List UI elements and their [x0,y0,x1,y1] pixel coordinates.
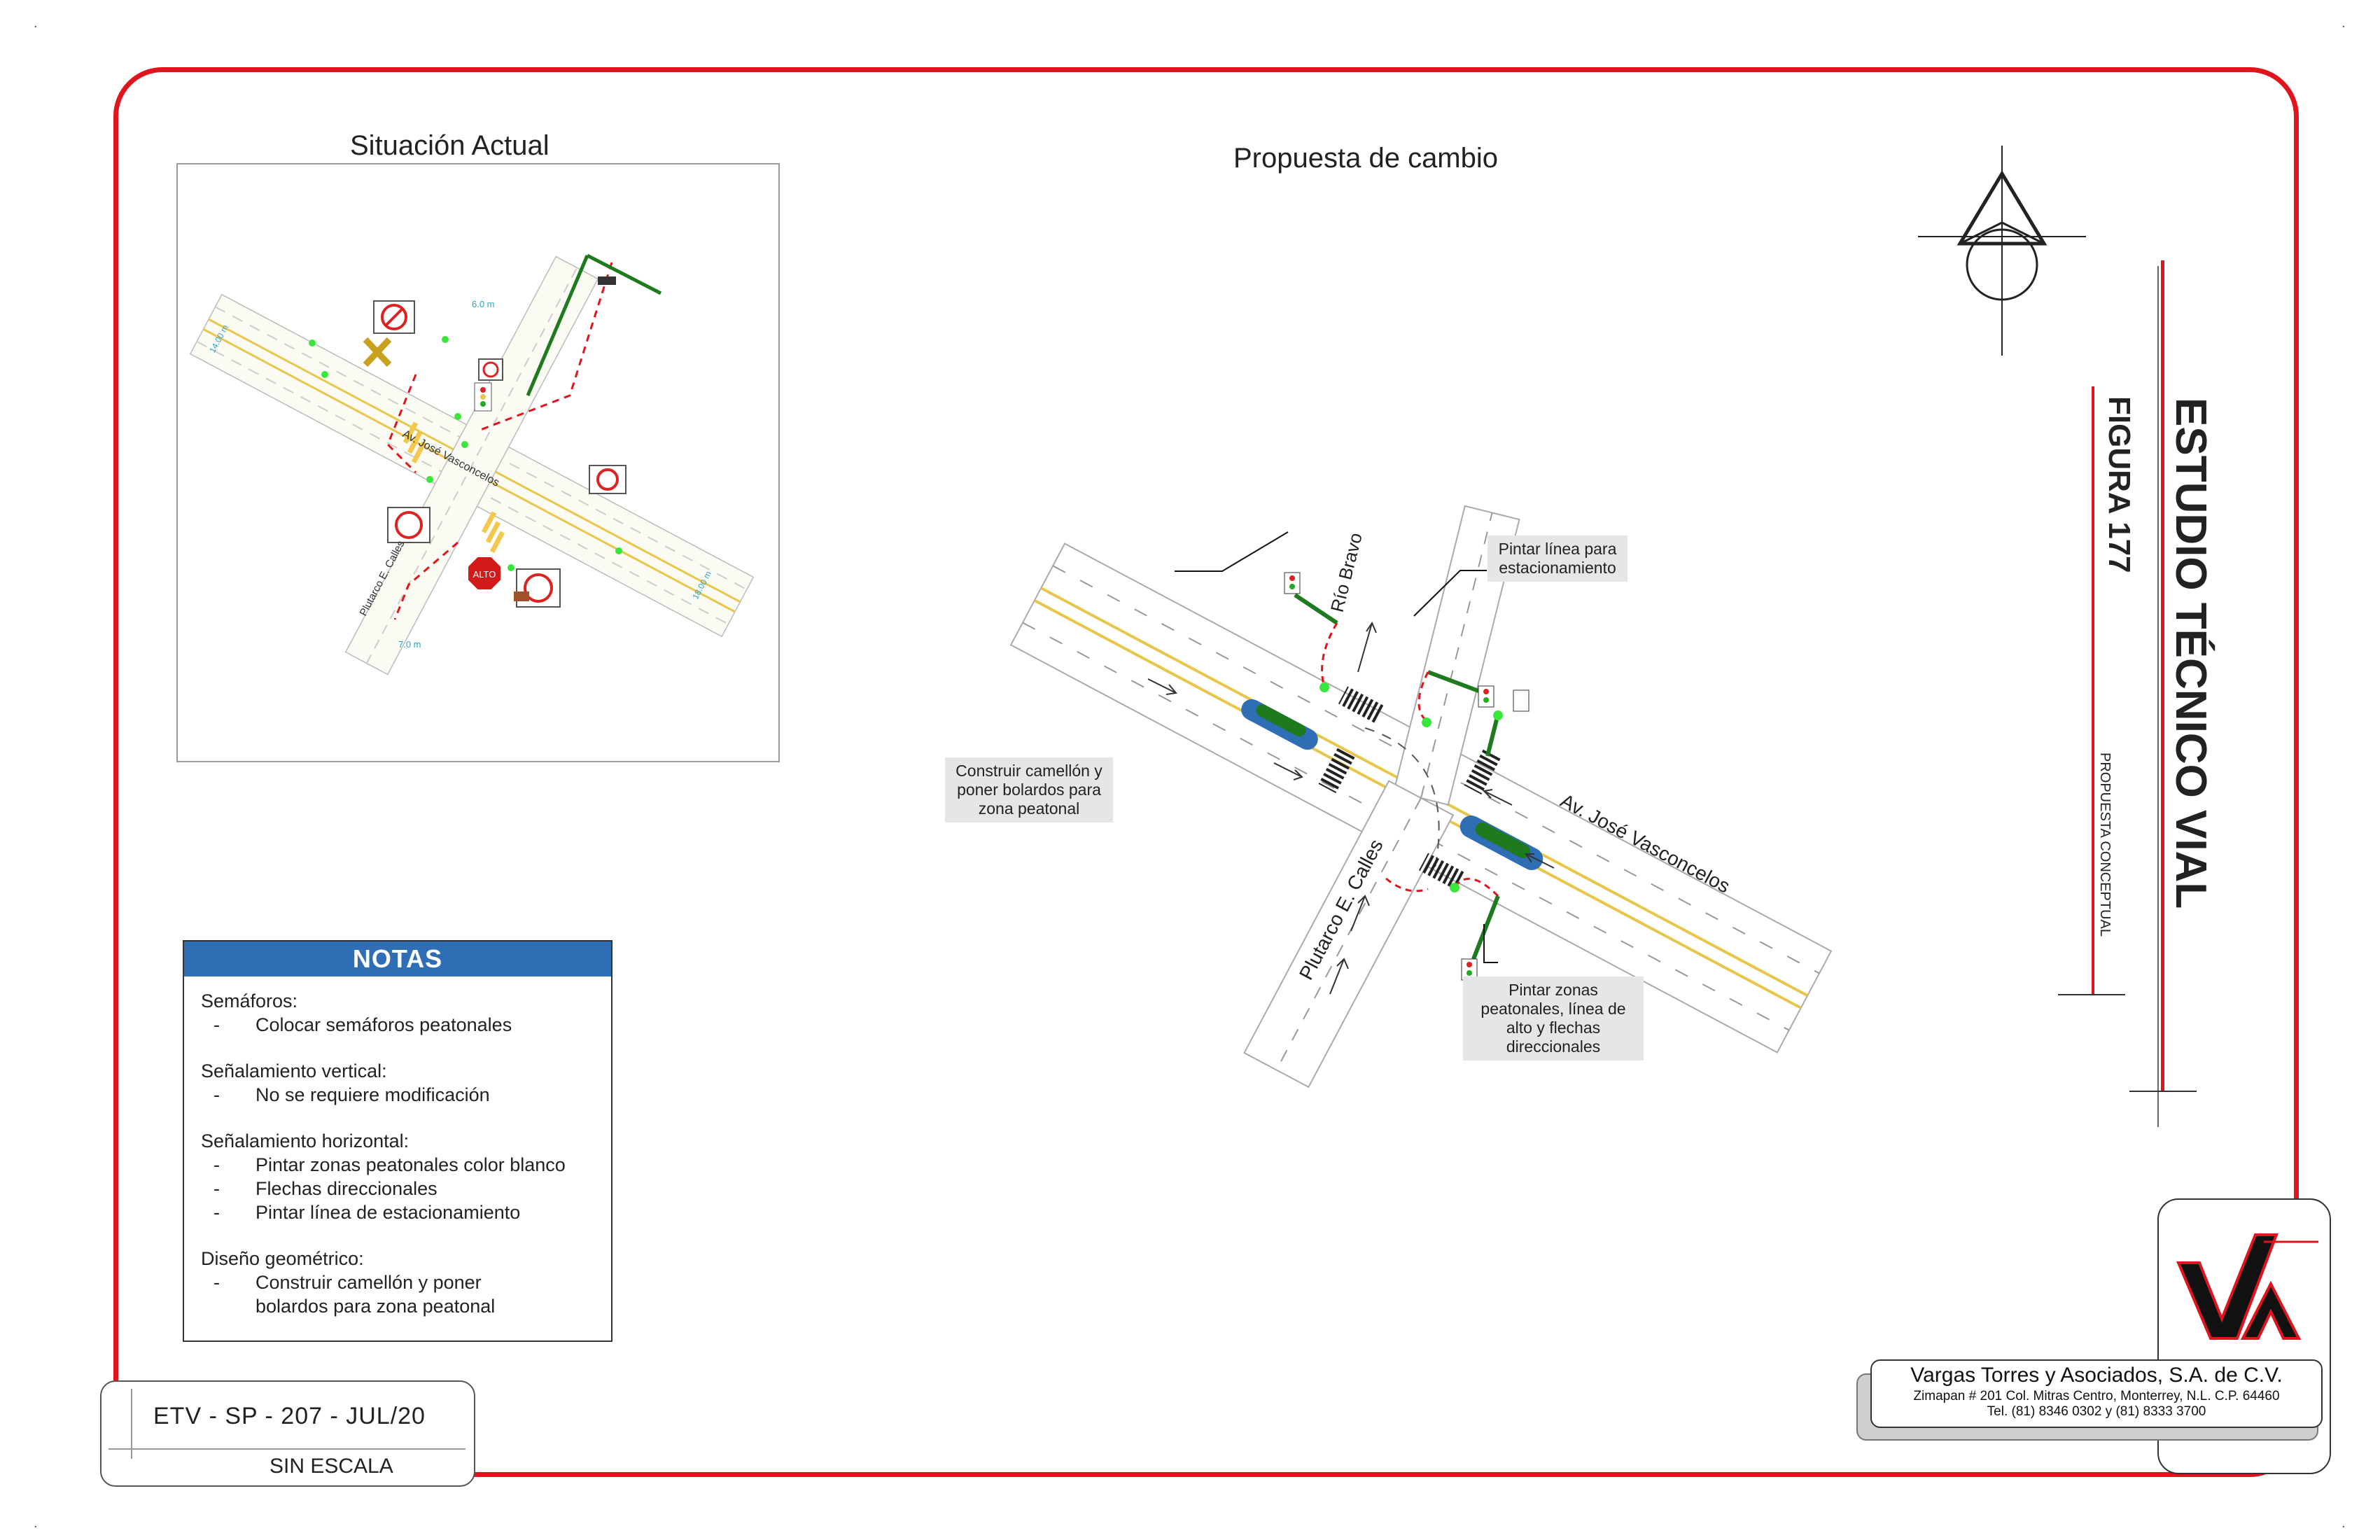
drawing-scale: SIN ESCALA [270,1455,393,1478]
notes-item: Construir camellón y poner [255,1272,482,1293]
traffic-signal-icon [1284,572,1301,594]
company-phone: Tel. (81) 8346 0302 y (81) 8333 3700 [1987,1404,2206,1419]
notes-item: Flechas direccionales [255,1178,438,1199]
notes-item: Colocar semáforos peatonales [255,1014,512,1035]
code-divider-h [108,1448,465,1450]
drawing-code-box: ETV - SP - 207 - JUL/20 SIN ESCALA [100,1380,475,1487]
dash: - [214,1154,220,1175]
notes-section: Diseño geométrico: - Construir camellón y… [201,1247,594,1318]
existing-situation-title: Situación Actual [350,130,550,161]
callout-median: Construir camellón y poner bolardos para… [945,757,1113,822]
figure-number: FIGURA 177 [2102,396,2136,573]
title-block-red-line [2092,386,2094,995]
median-island [1460,815,1544,871]
corner-mark: . [34,1516,38,1531]
sheet-frame [113,67,2299,1477]
tick [2058,994,2125,995]
code-divider-v [131,1389,132,1459]
existing-situation-panel: ALTO Av. José Vasconcelos Plutarco E. Ca… [176,163,780,762]
company-info-box: Vargas Torres y Asociados, S.A. de C.V. … [1870,1359,2323,1428]
title-block-gray-line [2157,266,2159,1127]
dimension-label: 6.0 m [472,299,495,309]
dimension-label: 7.0 m [398,639,421,650]
proposal-subtitle: PROPUESTA CONCEPTUAL [2097,752,2113,937]
notes-section-title: Diseño geométrico: [201,1248,364,1269]
dash: - [214,1178,220,1199]
dash: - [214,1014,220,1035]
no-left-turn-sign-icon [387,507,430,543]
notes-box: NOTAS Semáforos: - Colocar semáforos peat… [183,940,612,1342]
no-turn-sign-icon [373,300,415,334]
dash: - [214,1202,220,1223]
drawing-reference: ETV - SP - 207 - JUL/20 [153,1403,426,1429]
notes-section-title: Semáforos: [201,990,298,1011]
company-address: Zimapan # 201 Col. Mitras Centro, Monter… [1913,1389,2280,1404]
callout-parking-line: Pintar línea para estacionamiento [1488,536,1628,582]
street-label-rio-bravo: Río Bravo [1326,531,1366,614]
notes-section: Señalamiento vertical: - No se requiere m… [201,1059,594,1107]
notes-header: NOTAS [184,941,611,976]
callout-crosswalks: Pintar zonas peatonales, línea de alto y… [1463,976,1644,1060]
dash: - [214,1084,220,1105]
stop-sign-label: ALTO [473,569,496,580]
notes-item: No se requiere modificación [255,1084,490,1105]
no-parking-sign-icon [589,465,626,494]
title-block-red-line [2161,260,2164,1092]
proposal-title: Propuesta de cambio [1233,143,1499,174]
notes-section: Semáforos: - Colocar semáforos peatonales [201,989,594,1037]
traffic-signal-icon [1513,690,1530,712]
traffic-signal-icon [1478,685,1494,708]
notes-section-title: Señalamiento vertical: [201,1060,387,1082]
north-arrow-icon [1918,146,2086,356]
notes-section: Señalamiento horizontal: - Pintar zonas p… [201,1129,594,1224]
corner-mark: . [2342,1516,2346,1531]
railroad-crossing-icon [363,337,392,368]
proposal-drawing: Río Bravo Av. José Vasconcelos Plutarco … [1009,505,1833,1088]
existing-situation-drawing: ALTO Av. José Vasconcelos Plutarco E. Ca… [189,253,755,676]
traffic-signal-icon [598,276,616,285]
corner-mark: . [34,15,38,31]
notes-section-title: Señalamiento horizontal: [201,1130,410,1152]
study-title: ESTUDIO TÉCNICO VIAL [2166,398,2215,909]
no-turn-sign-icon [474,358,503,412]
median-island [1241,699,1318,750]
company-logo-icon [2176,1233,2318,1340]
stop-sign-icon: ALTO [467,556,502,591]
notes-item: Pintar zonas peatonales color blanco [255,1154,566,1175]
corner-mark: . [2342,15,2346,31]
notes-item: Pintar línea de estacionamiento [255,1202,521,1223]
dash: - [214,1272,220,1293]
company-name: Vargas Torres y Asociados, S.A. de C.V. [1910,1364,2283,1387]
tick [2129,1091,2197,1092]
no-right-turn-sign-icon [514,568,561,608]
notes-item: bolardos para zona peatonal [255,1296,496,1317]
